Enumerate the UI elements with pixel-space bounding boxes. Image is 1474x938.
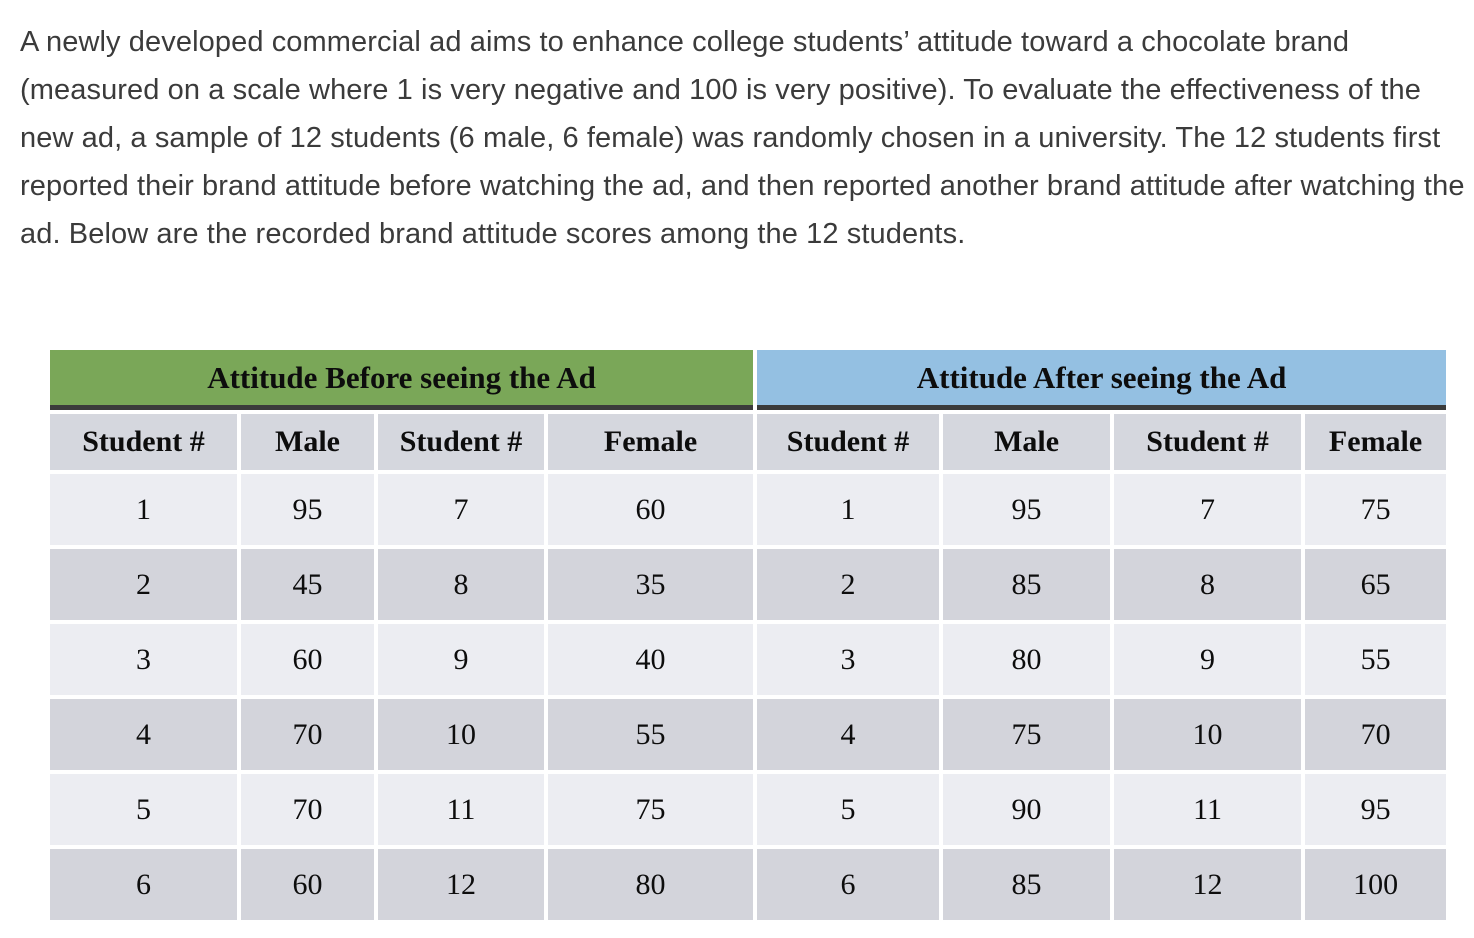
score-cell: 10 xyxy=(378,699,544,770)
score-cell: 5 xyxy=(757,774,940,845)
score-cell: 12 xyxy=(1114,849,1302,920)
score-cell: 75 xyxy=(548,774,754,845)
score-cell: 95 xyxy=(943,474,1111,545)
score-cell: 100 xyxy=(1305,849,1447,920)
score-cell: 2 xyxy=(757,549,940,620)
column-header-row: Student # Male Student # Female Student # Mal… xyxy=(50,414,1447,470)
score-cell: 3 xyxy=(50,624,237,695)
score-cell: 7 xyxy=(378,474,544,545)
score-cell: 4 xyxy=(757,699,940,770)
table-row: 3 60 9 40 3 80 9 55 xyxy=(50,624,1447,695)
table-row: 1 95 7 60 1 95 7 75 xyxy=(50,474,1447,545)
score-cell: 65 xyxy=(1305,549,1447,620)
score-cell: 70 xyxy=(1305,699,1447,770)
section-header-row: Attitude Before seeing the Ad Attitude A… xyxy=(50,350,1447,410)
score-cell: 55 xyxy=(1305,624,1447,695)
score-cell: 55 xyxy=(548,699,754,770)
column-header-male: Male xyxy=(241,414,374,470)
score-cell: 40 xyxy=(548,624,754,695)
column-header-student: Student # xyxy=(757,414,940,470)
score-cell: 8 xyxy=(378,549,544,620)
score-cell: 12 xyxy=(378,849,544,920)
score-cell: 1 xyxy=(757,474,940,545)
score-cell: 80 xyxy=(548,849,754,920)
table-row: 2 45 8 35 2 85 8 65 xyxy=(50,549,1447,620)
score-cell: 35 xyxy=(548,549,754,620)
score-cell: 60 xyxy=(241,849,374,920)
score-cell: 95 xyxy=(241,474,374,545)
score-cell: 60 xyxy=(548,474,754,545)
score-cell: 9 xyxy=(1114,624,1302,695)
score-cell: 90 xyxy=(943,774,1111,845)
table-row: 6 60 12 80 6 85 12 100 xyxy=(50,849,1447,920)
score-cell: 85 xyxy=(943,849,1111,920)
score-cell: 80 xyxy=(943,624,1111,695)
score-cell: 10 xyxy=(1114,699,1302,770)
problem-statement: A newly developed commercial ad aims to … xyxy=(20,26,1465,250)
score-cell: 2 xyxy=(50,549,237,620)
score-cell: 70 xyxy=(241,774,374,845)
score-cell: 5 xyxy=(50,774,237,845)
score-cell: 60 xyxy=(241,624,374,695)
score-cell: 3 xyxy=(757,624,940,695)
score-cell: 11 xyxy=(378,774,544,845)
score-cell: 6 xyxy=(757,849,940,920)
score-cell: 95 xyxy=(1305,774,1447,845)
column-header-student: Student # xyxy=(378,414,544,470)
score-cell: 6 xyxy=(50,849,237,920)
score-cell: 9 xyxy=(378,624,544,695)
table-row: 4 70 10 55 4 75 10 70 xyxy=(50,699,1447,770)
attitude-scores-table: Attitude Before seeing the Ad Attitude A… xyxy=(46,346,1450,924)
column-header-female: Female xyxy=(548,414,754,470)
column-header-male: Male xyxy=(943,414,1111,470)
table-row: 5 70 11 75 5 90 11 95 xyxy=(50,774,1447,845)
column-header-student: Student # xyxy=(1114,414,1302,470)
score-cell: 45 xyxy=(241,549,374,620)
score-cell: 75 xyxy=(943,699,1111,770)
column-header-female: Female xyxy=(1305,414,1447,470)
score-cell: 8 xyxy=(1114,549,1302,620)
score-cell: 11 xyxy=(1114,774,1302,845)
section-header-after: Attitude After seeing the Ad xyxy=(757,350,1447,410)
score-cell: 7 xyxy=(1114,474,1302,545)
score-cell: 1 xyxy=(50,474,237,545)
score-cell: 75 xyxy=(1305,474,1447,545)
score-cell: 4 xyxy=(50,699,237,770)
score-cell: 85 xyxy=(943,549,1111,620)
section-header-before: Attitude Before seeing the Ad xyxy=(50,350,754,410)
column-header-student: Student # xyxy=(50,414,237,470)
score-cell: 70 xyxy=(241,699,374,770)
